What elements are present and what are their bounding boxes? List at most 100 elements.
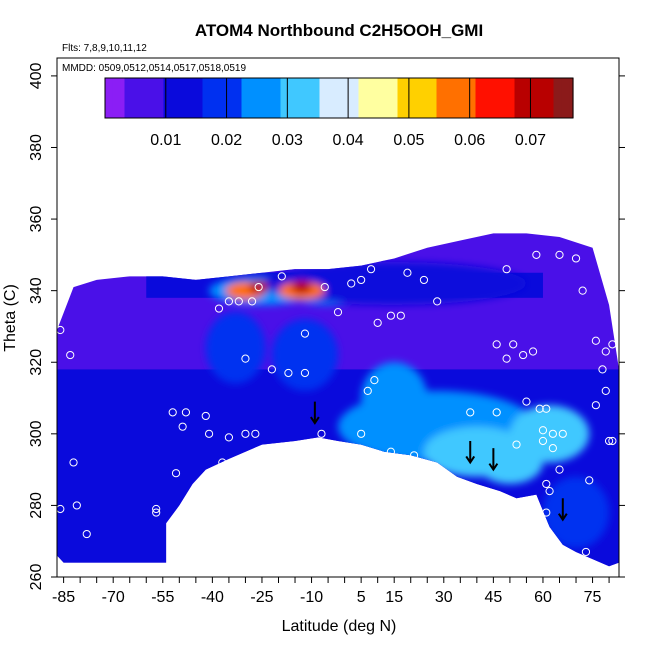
colorbar-segment — [218, 78, 223, 118]
data-point — [366, 265, 376, 274]
data-point — [152, 508, 161, 517]
field-blob-0 — [205, 312, 266, 384]
data-point — [218, 458, 227, 467]
field-blob-1 — [271, 319, 338, 391]
colorbar-segment — [245, 78, 250, 118]
field-blob-4 — [261, 262, 527, 305]
colorbar-segment — [374, 78, 379, 118]
arrow-head — [465, 455, 476, 465]
data-point — [284, 368, 293, 378]
colorbar-segment — [526, 78, 531, 118]
data-point — [373, 318, 382, 327]
field-blob-6 — [361, 362, 428, 434]
data-point — [502, 265, 511, 274]
colorbar-segment — [459, 78, 465, 118]
colorbar-segment — [124, 78, 129, 118]
data-point — [386, 311, 395, 320]
x-tick-label: -10 — [300, 589, 323, 606]
colorbar-segment — [456, 78, 461, 118]
data-point — [578, 286, 587, 295]
arrow-head — [557, 513, 568, 522]
colorbar-segment — [190, 78, 196, 118]
y-axis-label: Theta (C) — [2, 284, 19, 352]
arrow-head — [488, 463, 499, 472]
colorbar-segment — [342, 78, 348, 118]
data-point — [522, 397, 531, 406]
colorbar-segment — [393, 78, 399, 118]
colorbar: 0.01 0.02 0.03 0.04 0.05 0.06 0.07 — [104, 77, 574, 149]
colorbar-tick-label: 0.02 — [211, 132, 242, 149]
x-tick-label: 30 — [435, 589, 453, 606]
colorbar-segment — [288, 78, 293, 118]
colorbar-segment — [518, 78, 523, 118]
data-point — [532, 250, 541, 259]
data-point — [555, 250, 564, 259]
x-tick-label: 75 — [584, 589, 602, 606]
colorbar-segment — [264, 78, 270, 118]
data-point — [528, 347, 538, 356]
data-point — [519, 350, 528, 360]
data-point — [571, 254, 581, 263]
data-point — [214, 304, 224, 313]
colorbar-segment — [537, 78, 543, 118]
plot-frame — [56, 57, 620, 578]
colorbar-segment — [405, 78, 410, 118]
data-point — [300, 329, 310, 338]
data-point — [300, 368, 310, 378]
colorbar-segment — [463, 78, 469, 118]
data-point — [601, 386, 610, 395]
data-point — [333, 308, 343, 317]
x-tick-label: 60 — [534, 589, 552, 606]
data-point — [234, 297, 243, 306]
data-point — [251, 429, 260, 438]
data-point — [604, 436, 614, 446]
colorbar-segment — [448, 78, 453, 118]
data-point — [178, 422, 187, 431]
data-point — [433, 297, 442, 306]
colorbar-segment — [366, 78, 371, 118]
data-point — [72, 501, 81, 510]
colorbar-segment — [272, 78, 278, 118]
data-point — [548, 429, 557, 438]
colorbar-segment — [549, 78, 555, 118]
colorbar-segment — [237, 78, 243, 118]
data-point — [224, 433, 234, 442]
colorbar-segment — [487, 78, 492, 118]
y-tick-label: 380 — [28, 134, 45, 161]
data-point — [317, 429, 326, 438]
data-point — [69, 458, 78, 467]
colorbar-segment — [225, 78, 231, 118]
colorbar-segment — [327, 78, 332, 118]
colorbar-segment — [557, 78, 562, 118]
colorbar-segment — [389, 78, 395, 118]
data-point — [591, 336, 600, 345]
field-blob-10 — [542, 476, 610, 549]
colorbar-tick-label: 0.03 — [272, 132, 303, 149]
colorbar-segment — [495, 78, 500, 118]
colorbar-segment — [261, 78, 266, 118]
colorbar-frame — [104, 77, 574, 119]
data-point — [267, 365, 276, 374]
arrow-head — [310, 416, 320, 425]
data-point — [542, 404, 551, 413]
data-point — [171, 515, 181, 524]
x-tick-label: 45 — [484, 589, 502, 606]
data-point — [492, 340, 501, 349]
data-point — [403, 268, 412, 277]
data-point — [466, 408, 475, 417]
data-point — [241, 429, 250, 438]
colorbar-segment — [409, 78, 414, 118]
colorbar-segment — [315, 78, 321, 118]
colorbar-segment — [147, 78, 153, 118]
colorbar-segment — [241, 78, 246, 118]
colorbar-segment — [171, 78, 176, 118]
colorbar-segment — [440, 78, 445, 118]
colorbar-segment — [194, 78, 200, 118]
data-point — [66, 350, 75, 360]
data-point — [370, 376, 379, 385]
colorbar-segment — [346, 78, 352, 118]
colorbar-segment — [202, 78, 207, 118]
data-point — [241, 354, 250, 363]
colorbar-segment — [381, 78, 387, 118]
colorbar-segment — [362, 78, 367, 118]
